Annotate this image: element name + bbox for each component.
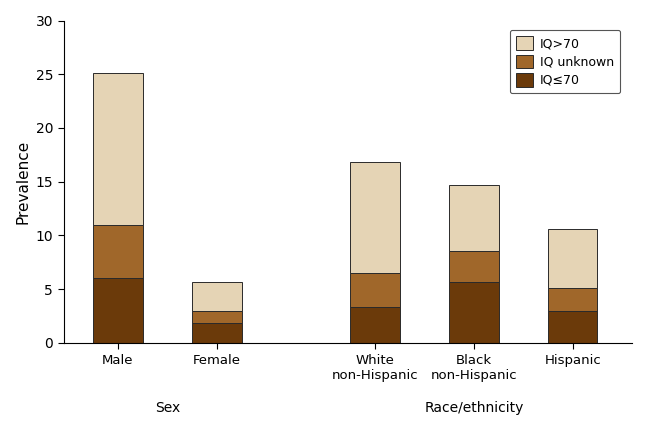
Bar: [192, 310, 241, 323]
Text: Sex: Sex: [155, 401, 180, 415]
Bar: [350, 307, 400, 343]
Bar: [548, 310, 597, 343]
Legend: IQ>70, IQ unknown, IQ≤70: IQ>70, IQ unknown, IQ≤70: [510, 30, 620, 93]
Bar: [93, 73, 143, 224]
Bar: [93, 278, 143, 343]
Bar: [548, 288, 597, 310]
Text: Race/ethnicity: Race/ethnicity: [424, 401, 523, 415]
Bar: [93, 224, 143, 278]
Bar: [350, 273, 400, 307]
Bar: [449, 251, 499, 281]
Bar: [449, 281, 499, 343]
Bar: [192, 323, 241, 343]
Bar: [449, 185, 499, 251]
Y-axis label: Prevalence: Prevalence: [15, 139, 30, 224]
Bar: [350, 162, 400, 273]
Bar: [192, 281, 241, 310]
Bar: [548, 229, 597, 288]
